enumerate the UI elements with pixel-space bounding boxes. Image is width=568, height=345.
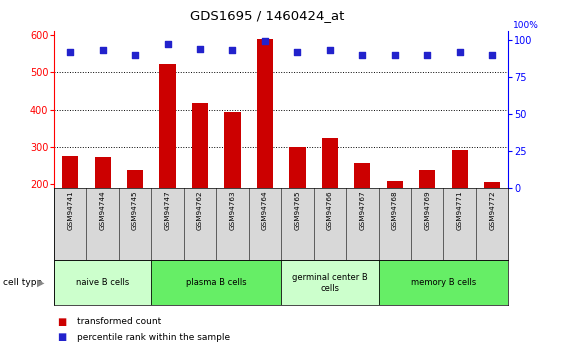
Point (390, 52, 399, 58)
Bar (62, 156, 78, 188)
Text: 100%: 100% (513, 21, 539, 30)
Point (325, 48, 335, 53)
Point (131, 52, 140, 58)
Text: GSM94741: GSM94741 (67, 190, 73, 230)
Text: naive B cells: naive B cells (76, 278, 130, 287)
Text: ▶: ▶ (37, 278, 45, 288)
Point (66, 49, 75, 55)
Text: plasma B cells: plasma B cells (186, 278, 247, 287)
Text: GSM94764: GSM94764 (262, 190, 268, 230)
Bar (452, 150, 468, 188)
Text: percentile rank within the sample: percentile rank within the sample (77, 333, 230, 342)
Bar (354, 162, 370, 188)
Point (358, 52, 367, 58)
Text: GSM94768: GSM94768 (392, 190, 398, 230)
Text: memory B cells: memory B cells (411, 278, 476, 287)
Point (455, 49, 464, 55)
Point (293, 49, 302, 55)
Point (423, 52, 432, 58)
Bar (127, 170, 143, 188)
Text: ■: ■ (57, 317, 66, 326)
Text: GSM94771: GSM94771 (457, 190, 463, 230)
Text: cell type: cell type (3, 278, 42, 287)
Text: GSM94747: GSM94747 (165, 190, 170, 230)
Bar (281, 260, 378, 305)
Text: transformed count: transformed count (77, 317, 161, 326)
Bar (321, 138, 338, 188)
Text: ■: ■ (57, 333, 66, 342)
Point (163, 42, 172, 47)
Bar (378, 260, 508, 305)
Bar (54, 260, 151, 305)
Bar (419, 170, 435, 188)
Text: GSM94766: GSM94766 (327, 190, 333, 230)
Text: GSM94763: GSM94763 (229, 190, 236, 230)
Bar (484, 182, 500, 188)
Text: GDS1695 / 1460424_at: GDS1695 / 1460424_at (190, 9, 344, 22)
Text: GSM94745: GSM94745 (132, 190, 138, 230)
Bar (289, 147, 306, 188)
Text: GSM94772: GSM94772 (489, 190, 495, 230)
Text: GSM94769: GSM94769 (424, 190, 430, 230)
Point (98, 48, 107, 53)
Point (195, 46, 204, 52)
Point (260, 39, 269, 44)
Text: germinal center B
cells: germinal center B cells (292, 273, 367, 293)
Text: GSM94744: GSM94744 (99, 190, 106, 230)
Point (487, 52, 496, 58)
Text: GSM94765: GSM94765 (294, 190, 300, 230)
Text: GSM94762: GSM94762 (197, 190, 203, 230)
Bar (224, 112, 241, 188)
Bar (160, 64, 176, 188)
Bar (257, 39, 273, 188)
Bar (151, 260, 281, 305)
Point (228, 48, 237, 53)
Text: GSM94767: GSM94767 (360, 190, 365, 230)
Bar (94, 157, 111, 188)
Bar (192, 103, 208, 188)
Bar (387, 181, 403, 188)
